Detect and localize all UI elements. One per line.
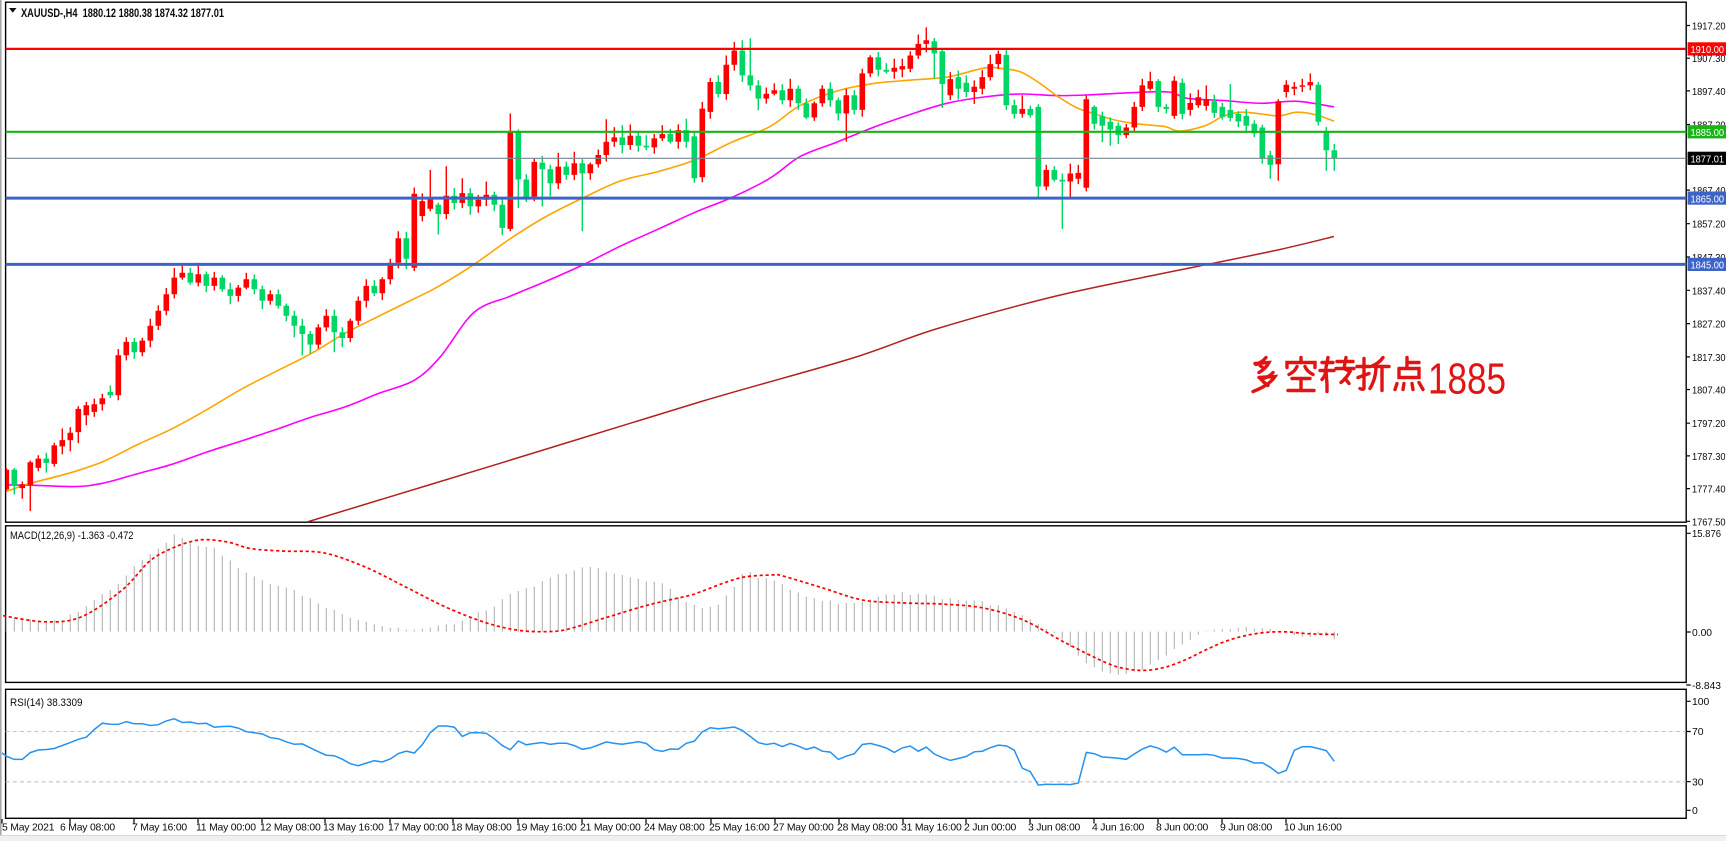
svg-text:1885.00: 1885.00: [1691, 128, 1725, 139]
svg-text:0.00: 0.00: [1692, 628, 1712, 639]
svg-text:5 May 2021: 5 May 2021: [2, 823, 55, 834]
svg-text:25 May 16:00: 25 May 16:00: [709, 823, 770, 834]
svg-text:10 Jun 16:00: 10 Jun 16:00: [1284, 823, 1342, 834]
svg-text:1767.50: 1767.50: [1692, 517, 1726, 528]
svg-text:RSI(14) 38.3309: RSI(14) 38.3309: [10, 697, 83, 709]
svg-text:24 May 08:00: 24 May 08:00: [644, 823, 705, 834]
svg-text:13 May 16:00: 13 May 16:00: [323, 823, 384, 834]
svg-text:1797.20: 1797.20: [1692, 419, 1726, 430]
svg-text:12 May 08:00: 12 May 08:00: [260, 823, 321, 834]
svg-text:21 May 00:00: 21 May 00:00: [580, 823, 641, 834]
svg-text:1917.20: 1917.20: [1692, 22, 1726, 33]
svg-text:31 May 16:00: 31 May 16:00: [901, 823, 962, 834]
svg-text:1807.40: 1807.40: [1692, 386, 1726, 397]
svg-text:15.876: 15.876: [1692, 529, 1721, 540]
svg-text:1910.00: 1910.00: [1691, 45, 1725, 56]
svg-text:28 May 08:00: 28 May 08:00: [837, 823, 898, 834]
svg-text:8 Jun 00:00: 8 Jun 00:00: [1156, 823, 1209, 834]
svg-text:11 May 00:00: 11 May 00:00: [196, 823, 256, 834]
svg-text:7 May 16:00: 7 May 16:00: [132, 823, 187, 834]
svg-text:-8.843: -8.843: [1692, 681, 1721, 692]
svg-text:1857.20: 1857.20: [1692, 220, 1726, 231]
svg-text:19 May 16:00: 19 May 16:00: [516, 823, 577, 834]
svg-text:1897.40: 1897.40: [1692, 87, 1726, 98]
svg-text:100: 100: [1692, 697, 1710, 708]
svg-text:27 May 00:00: 27 May 00:00: [773, 823, 834, 834]
svg-text:1885: 1885: [1428, 355, 1506, 404]
svg-text:9 Jun 08:00: 9 Jun 08:00: [1220, 823, 1273, 834]
svg-text:1845.00: 1845.00: [1691, 261, 1725, 272]
svg-text:1827.20: 1827.20: [1692, 320, 1726, 331]
svg-text:70: 70: [1692, 727, 1704, 738]
svg-text:MACD(12,26,9) -1.363 -0.472: MACD(12,26,9) -1.363 -0.472: [10, 530, 134, 542]
svg-text:1877.01: 1877.01: [1691, 155, 1725, 166]
svg-text:4 Jun 16:00: 4 Jun 16:00: [1092, 823, 1145, 834]
svg-text:1837.40: 1837.40: [1692, 286, 1726, 297]
svg-text:XAUUSD-,H4 1880.12 1880.38 18: XAUUSD-,H4 1880.12 1880.38 1874.32 1877.…: [21, 6, 224, 20]
svg-text:6 May 08:00: 6 May 08:00: [60, 823, 115, 834]
svg-text:1907.30: 1907.30: [1692, 54, 1726, 65]
svg-text:30: 30: [1692, 777, 1704, 788]
svg-text:3 Jun 08:00: 3 Jun 08:00: [1028, 823, 1081, 834]
svg-text:1865.00: 1865.00: [1691, 194, 1725, 205]
svg-text:17 May 00:00: 17 May 00:00: [388, 823, 449, 834]
svg-text:1777.40: 1777.40: [1692, 485, 1726, 496]
svg-text:2 Jun 00:00: 2 Jun 00:00: [964, 823, 1017, 834]
svg-text:18 May 08:00: 18 May 08:00: [451, 823, 512, 834]
svg-text:1787.30: 1787.30: [1692, 452, 1726, 463]
svg-text:1817.30: 1817.30: [1692, 353, 1726, 364]
svg-text:0: 0: [1692, 806, 1698, 817]
